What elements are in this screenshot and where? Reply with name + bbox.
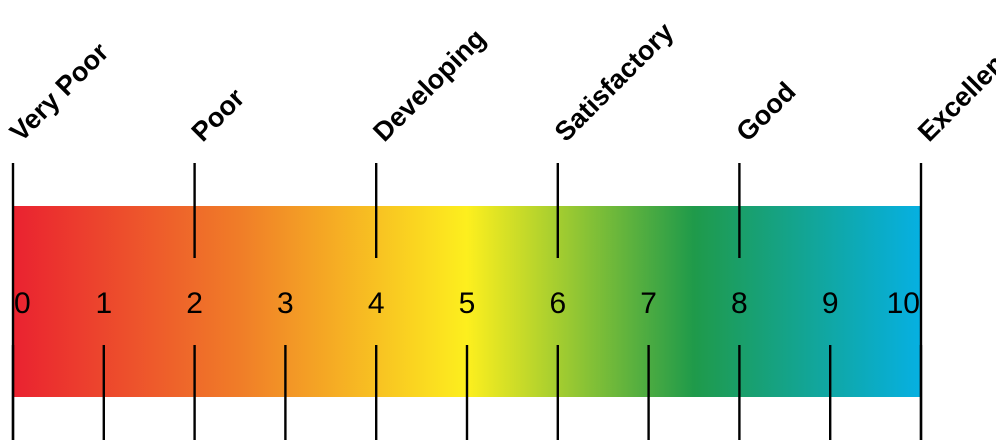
number-label-8: 8 — [731, 287, 748, 320]
number-label-3: 3 — [277, 287, 294, 320]
number-label-6: 6 — [549, 287, 566, 320]
number-label-10: 10 — [887, 287, 920, 320]
number-labels: 0 1 2 3 4 5 6 7 8 9 10 — [14, 287, 920, 320]
rating-label-excellent: Excellent — [912, 42, 996, 147]
number-label-5: 5 — [459, 287, 476, 320]
rating-ticks — [11, 163, 923, 440]
number-label-2: 2 — [186, 287, 203, 320]
number-label-0: 0 — [14, 287, 31, 320]
rating-label-satisfactory: Satisfactory — [549, 17, 680, 148]
number-label-9: 9 — [822, 287, 839, 320]
rating-label-developing: Developing — [367, 23, 491, 147]
rating-label-poor: Poor — [186, 82, 251, 147]
rating-label-very-poor: Very Poor — [4, 37, 115, 148]
rating-label-good: Good — [730, 76, 801, 147]
rating-labels: Very Poor Poor Developing Satisfactory Good E… — [4, 17, 996, 148]
number-label-4: 4 — [368, 287, 385, 320]
number-label-7: 7 — [640, 287, 657, 320]
number-label-1: 1 — [95, 287, 112, 320]
